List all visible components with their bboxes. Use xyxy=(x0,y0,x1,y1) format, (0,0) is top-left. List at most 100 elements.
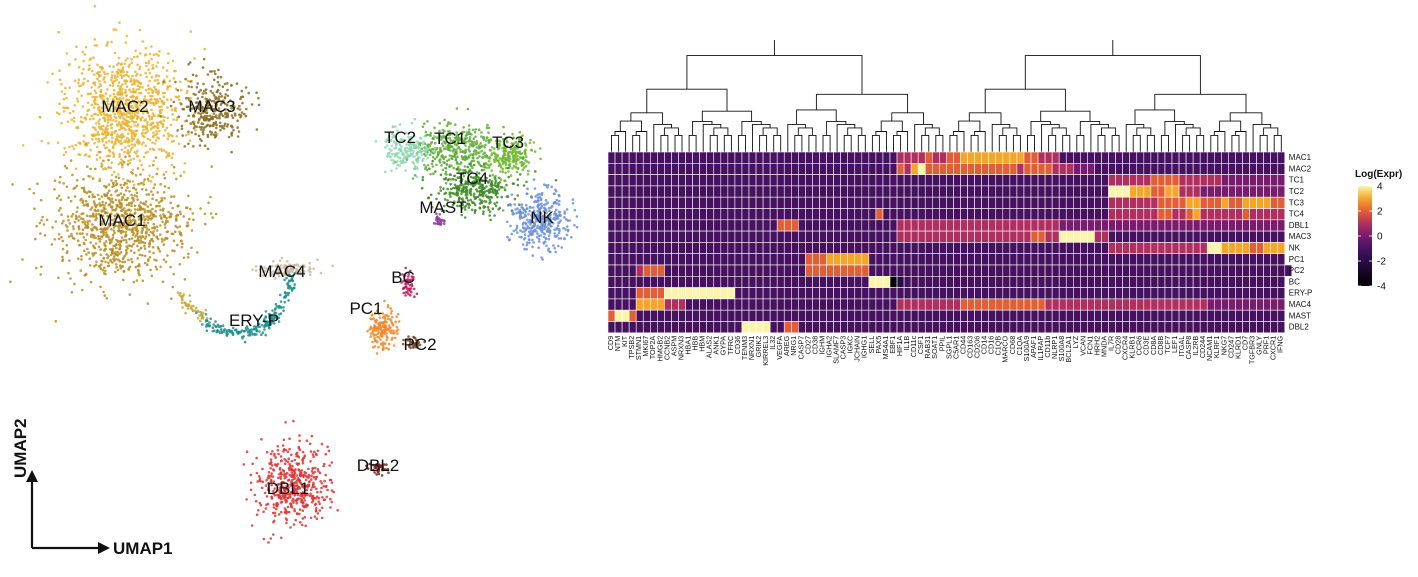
heatmap-cell xyxy=(628,208,637,221)
heatmap-cell xyxy=(974,208,982,221)
heatmap-cell xyxy=(854,185,863,198)
heatmap-cell xyxy=(917,287,926,300)
heatmap-cell xyxy=(805,208,813,221)
heatmap-cell xyxy=(1263,230,1272,243)
heatmap-cell xyxy=(1192,309,1201,322)
heatmap-cell xyxy=(628,264,637,277)
heatmap-cell xyxy=(960,253,968,266)
heatmap-cell xyxy=(861,264,870,277)
heatmap-cell xyxy=(1122,276,1131,288)
heatmap-cell xyxy=(995,309,1004,322)
heatmap-cell xyxy=(621,230,630,243)
heatmap-cell xyxy=(1044,196,1053,209)
heatmap-cell xyxy=(671,298,679,311)
heatmap-cell xyxy=(1242,208,1250,221)
heatmap-cell xyxy=(1016,242,1025,254)
column-label: CD8B xyxy=(1156,336,1165,355)
heatmap-cell xyxy=(741,208,750,221)
heatmap-cell xyxy=(1002,151,1011,164)
heatmap-cell xyxy=(692,196,700,209)
heatmap-cell xyxy=(868,276,877,288)
heatmap-cell xyxy=(1178,242,1187,254)
heatmap-cell xyxy=(783,264,792,277)
heatmap-cell xyxy=(791,253,799,266)
heatmap-cell xyxy=(1108,298,1116,311)
heatmap-cell xyxy=(706,185,715,198)
heatmap-cell xyxy=(1080,321,1088,334)
heatmap-cell xyxy=(917,196,926,209)
heatmap-cell xyxy=(628,321,637,334)
heatmap-cell xyxy=(1037,230,1046,243)
heatmap-cell xyxy=(875,219,884,232)
heatmap-cell xyxy=(699,276,708,288)
column-label: CD206 xyxy=(973,336,982,358)
heatmap-cell xyxy=(1199,253,1208,266)
heatmap-cell xyxy=(783,230,792,243)
heatmap-cell xyxy=(917,163,926,175)
heatmap-cell xyxy=(924,208,933,221)
heatmap-cell xyxy=(1164,163,1173,175)
heatmap-cell xyxy=(882,264,891,277)
row-label: DBL2 xyxy=(1289,323,1310,332)
heatmap-cell xyxy=(706,208,715,221)
heatmap-cell xyxy=(657,321,665,334)
heatmap-cell xyxy=(988,196,997,209)
heatmap-cell xyxy=(1023,174,1032,187)
heatmap-cell xyxy=(621,163,630,175)
heatmap-cell xyxy=(685,298,693,311)
heatmap-cell xyxy=(931,196,940,209)
heatmap-cell xyxy=(1087,298,1095,311)
heatmap-cell xyxy=(734,264,743,277)
heatmap-cell xyxy=(812,276,820,288)
heatmap-cell xyxy=(1277,185,1286,198)
heatmap-cell xyxy=(840,208,848,221)
legend-tick: -2 xyxy=(1377,257,1386,268)
heatmap-cell xyxy=(1023,309,1032,322)
heatmap-cell xyxy=(706,219,715,232)
heatmap-cell xyxy=(1235,163,1243,175)
heatmap-cell xyxy=(1213,185,1222,198)
heatmap-cell xyxy=(1002,230,1011,243)
heatmap-cell xyxy=(819,208,827,221)
heatmap-cell xyxy=(946,253,954,266)
heatmap-cell xyxy=(981,264,989,277)
umap-points xyxy=(9,4,579,544)
heatmap-cell xyxy=(1270,298,1279,311)
heatmap-cell xyxy=(692,276,700,288)
heatmap-cell xyxy=(1143,174,1152,187)
heatmap-cell xyxy=(1185,208,1194,221)
heatmap-cell xyxy=(713,230,722,243)
heatmap-cell xyxy=(903,185,912,198)
heatmap-cell xyxy=(1206,264,1215,277)
heatmap-cell xyxy=(946,174,954,187)
heatmap-cell xyxy=(769,276,778,288)
heatmap-cell xyxy=(1256,208,1264,221)
heatmap-cell xyxy=(1016,174,1025,187)
row-label: DBL1 xyxy=(1289,221,1310,230)
heatmap-cell xyxy=(840,174,848,187)
heatmap-cell xyxy=(1263,298,1272,311)
heatmap-cell xyxy=(981,298,989,311)
heatmap-cell xyxy=(1072,276,1081,288)
column-label: CD247 xyxy=(1226,336,1235,358)
heatmap-cell xyxy=(1016,321,1025,334)
heatmap-cell xyxy=(1178,298,1187,311)
heatmap-cell xyxy=(1192,253,1201,266)
heatmap-cell xyxy=(699,163,708,175)
column-label: NCAM1 xyxy=(1205,336,1214,361)
heatmap-cell xyxy=(607,151,616,164)
heatmap-cell xyxy=(755,321,764,334)
heatmap-cell xyxy=(861,298,870,311)
heatmap-cell xyxy=(748,264,757,277)
heatmap-cell xyxy=(621,253,630,266)
heatmap-cell xyxy=(812,309,820,322)
heatmap-cell xyxy=(1277,253,1286,266)
heatmap-cell xyxy=(1185,287,1194,300)
heatmap-cell xyxy=(1122,208,1131,221)
heatmap-cell xyxy=(826,174,834,187)
heatmap-cell xyxy=(1143,242,1152,254)
heatmap-cell xyxy=(1164,298,1173,311)
heatmap-cell xyxy=(1094,163,1102,175)
heatmap-cell xyxy=(981,196,989,209)
cluster-label-dbl1: DBL1 xyxy=(267,479,310,498)
